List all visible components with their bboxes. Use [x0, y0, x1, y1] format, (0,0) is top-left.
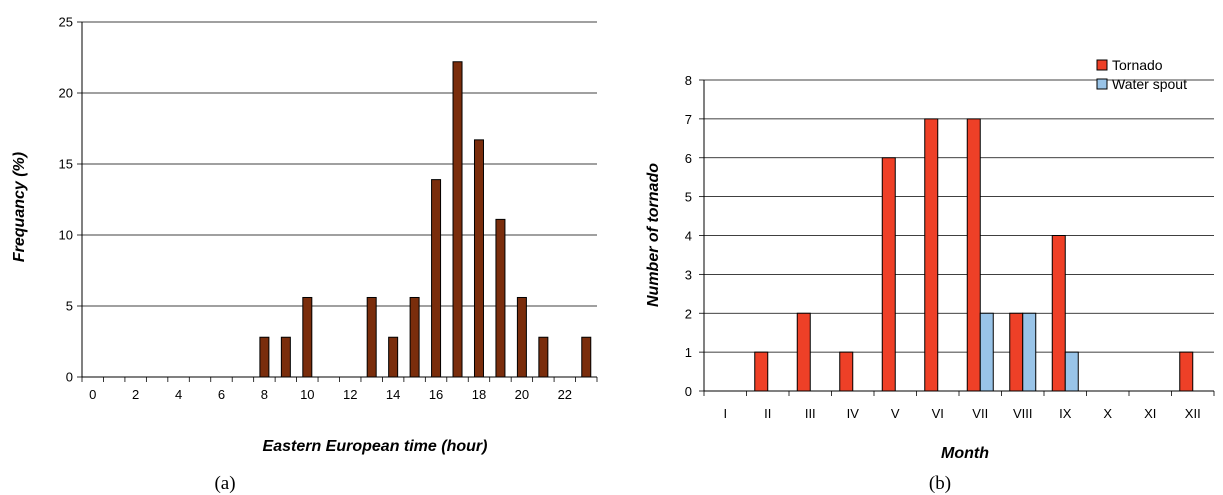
chart-a-x-tick-label: 2 — [132, 387, 139, 402]
chart-a-bar — [431, 179, 442, 378]
chart-a-y-tick-label: 25 — [59, 15, 73, 30]
chart-b-y-tick-label: 4 — [685, 229, 692, 244]
chart-a-bar — [409, 296, 420, 378]
chart-b-bar-tornado — [839, 351, 854, 392]
chart-b-y-tick-label: 7 — [685, 112, 692, 127]
chart-a-bar — [516, 296, 527, 378]
chart-a-bar — [259, 336, 270, 378]
legend-swatch-water-spout — [1096, 78, 1108, 90]
chart-b-bar-tornado — [1009, 312, 1024, 392]
chart-a-bar — [538, 336, 549, 378]
legend-swatch-tornado — [1096, 59, 1108, 71]
chart-b-x-tick-label: VI — [932, 406, 944, 421]
legend-label-tornado: Tornado — [1112, 57, 1163, 73]
chart-a-y-axis-title: Frequancy (%) — [11, 152, 28, 262]
chart-b-x-tick-label: X — [1103, 406, 1112, 421]
chart-b-y-tick-label: 2 — [685, 306, 692, 321]
chart-a-bar — [388, 336, 399, 378]
chart-b-x-tick-label: IV — [847, 406, 860, 421]
chart-a-bar — [581, 336, 592, 378]
chart-b-x-tick-label: I — [723, 406, 727, 421]
chart-a: 0 5 10 15 20 25 0 2 4 6 8 10 12 14 16 18 20 22 Frequancy… — [11, 15, 598, 494]
chart-a-y-tick-label: 15 — [59, 157, 73, 172]
chart-a-y-tick-label: 5 — [66, 299, 73, 314]
chart-b-x-tick-label: VIII — [1013, 406, 1033, 421]
chart-b-x-tick-label: XII — [1185, 406, 1201, 421]
chart-a-y-tick-label: 20 — [59, 86, 73, 101]
chart-b-legend: Tornado Water spout — [1096, 57, 1187, 92]
chart-a-x-tick-label: 22 — [558, 387, 572, 402]
chart-b-x-tick-label: XI — [1144, 406, 1156, 421]
chart-a-x-axis-title: Eastern European time (hour) — [263, 438, 488, 455]
chart-a-bar — [280, 336, 291, 378]
chart-b-x-tick-label: IX — [1059, 406, 1072, 421]
chart-b-y-tick-label: 0 — [685, 384, 692, 399]
legend-label-water-spout: Water spout — [1112, 76, 1187, 92]
chart-a-x-tick-label: 18 — [472, 387, 486, 402]
chart-b-bar-tornado — [881, 157, 896, 392]
chart-a-x-tick-label: 12 — [343, 387, 357, 402]
chart-b-y-axis-title: Number of tornado — [645, 163, 662, 307]
chart-b-panel-label: (b) — [929, 473, 951, 494]
chart-a-x-tick-label: 4 — [175, 387, 182, 402]
chart-a-bar — [473, 139, 484, 378]
chart-b-y-tick-label: 1 — [685, 345, 692, 360]
chart-a-x-tick-label: 16 — [429, 387, 443, 402]
chart-b-x-tick-label: VII — [972, 406, 988, 421]
chart-a-panel-label: (a) — [214, 473, 235, 494]
chart-a-bar — [302, 296, 313, 378]
chart-b-y-tick-label: 6 — [685, 151, 692, 166]
chart-a-y-tick-label: 0 — [66, 370, 73, 385]
chart-b-x-axis-title: Month — [941, 445, 989, 462]
chart-b-bar-water-spout — [1064, 351, 1079, 392]
chart-a-y-tick-label: 10 — [59, 228, 73, 243]
chart-a-x-tick-label: 14 — [386, 387, 400, 402]
chart-a-x-tick-label: 8 — [261, 387, 268, 402]
chart-b-x-tick-label: III — [805, 406, 816, 421]
chart-b-bar-tornado — [796, 312, 811, 392]
chart-a-x-tick-label: 10 — [300, 387, 314, 402]
chart-b-bar-tornado — [1179, 351, 1194, 392]
chart-b-bar-tornado — [754, 351, 769, 392]
chart-b-y-tick-label: 5 — [685, 190, 692, 205]
chart-b-bar-water-spout — [979, 312, 994, 392]
chart-a-x-tick-label: 20 — [515, 387, 529, 402]
chart-a-bar — [452, 61, 463, 378]
chart-a-bar — [366, 296, 377, 378]
chart-b-y-tick-label: 3 — [685, 267, 692, 282]
chart-a-bar — [495, 218, 506, 378]
chart-b-y-tick-label: 8 — [685, 73, 692, 88]
chart-b-bar-tornado — [1051, 235, 1066, 392]
chart-b-bar-water-spout — [1022, 312, 1037, 392]
chart-a-x-tick-label: 6 — [218, 387, 225, 402]
chart-b-x-tick-label: II — [764, 406, 771, 421]
chart-a-x-tick-label: 0 — [89, 387, 96, 402]
chart-b-bar-tornado — [924, 118, 939, 392]
chart-b-bar-tornado — [966, 118, 981, 392]
chart-b-x-tick-label: V — [891, 406, 900, 421]
